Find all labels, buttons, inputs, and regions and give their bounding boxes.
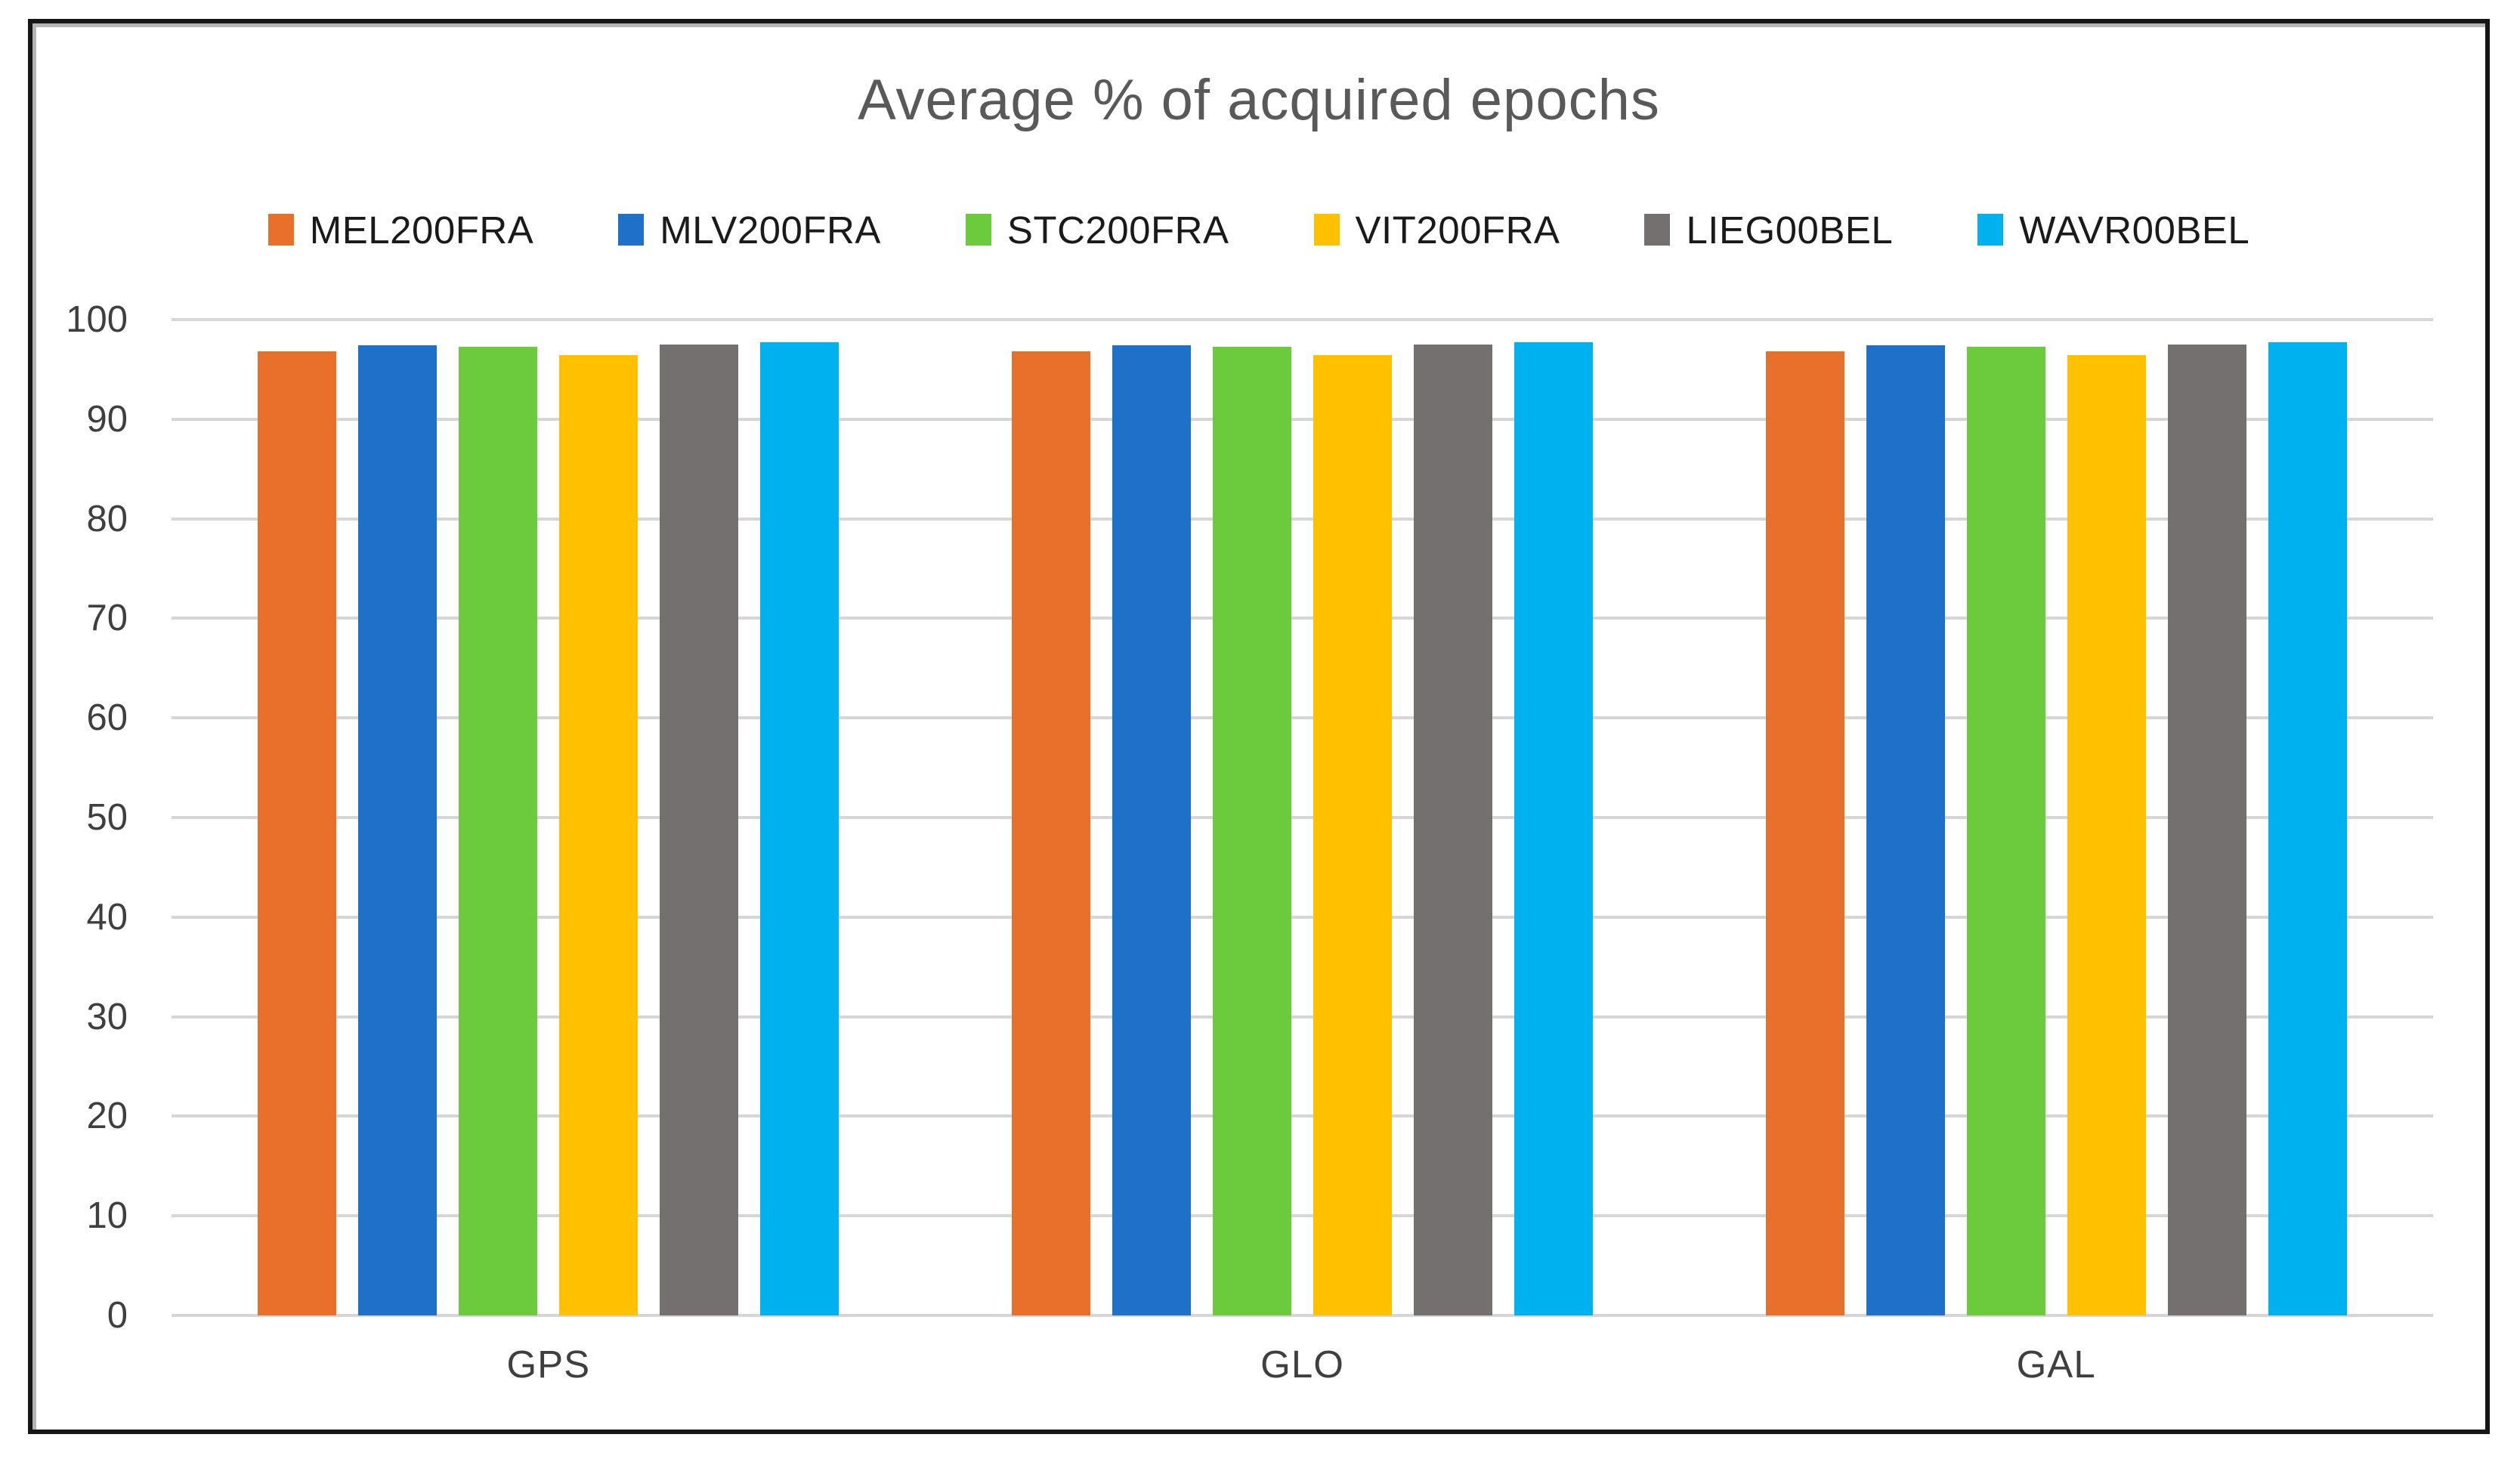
bar-STC200FRA-GPS — [459, 346, 538, 1315]
y-tick-label: 100 — [66, 299, 128, 340]
bar-VIT200FRA-GAL — [2067, 355, 2146, 1315]
legend-item-STC200FRA: STC200FRA — [965, 208, 1229, 252]
gridline — [172, 915, 2433, 919]
bar-MLV200FRA-GLO — [1112, 345, 1191, 1315]
gridline — [172, 1015, 2433, 1019]
legend-swatch-icon — [1644, 214, 1671, 246]
bar-LIEG00BEL-GPS — [660, 344, 739, 1315]
y-tick-label: 10 — [86, 1195, 128, 1237]
legend-label: MLV200FRA — [660, 208, 881, 252]
bar-STC200FRA-GAL — [1966, 346, 2045, 1315]
category-label-glo: GLO — [1260, 1343, 1344, 1386]
x-axis-category-labels: GPS GLO GAL — [172, 1342, 2433, 1410]
bar-WAVR00BEL-GPS — [760, 342, 839, 1315]
bar-LIEG00BEL-GLO — [1414, 344, 1492, 1315]
legend-label: LIEG00BEL — [1686, 208, 1894, 252]
legend-label: VIT200FRA — [1355, 208, 1560, 252]
y-tick-label: 40 — [86, 896, 128, 938]
y-tick-label: 90 — [86, 398, 128, 440]
plot-area: 0 10 20 30 40 50 60 70 80 90 100 — [66, 299, 2433, 1336]
category-label-gps: GPS — [506, 1343, 591, 1386]
bar-WAVR00BEL-GAL — [2268, 342, 2347, 1315]
legend-item-WAVR00BEL: WAVR00BEL — [1977, 208, 2249, 252]
gridline — [172, 617, 2433, 620]
bar-LIEG00BEL-GAL — [2167, 344, 2246, 1315]
chart-title: Average % of acquired epochs — [858, 68, 1660, 132]
bar-group-gps — [172, 320, 926, 1315]
gridline — [172, 716, 2433, 720]
legend-label: WAVR00BEL — [2019, 208, 2250, 252]
legend-item-VIT200FRA: VIT200FRA — [1313, 208, 1560, 252]
bar-STC200FRA-GLO — [1213, 346, 1291, 1315]
bar-MLV200FRA-GAL — [1866, 345, 1945, 1315]
bar-MEL200FRA-GPS — [258, 351, 337, 1315]
y-tick-label: 60 — [86, 697, 128, 739]
legend-item-MEL200FRA: MEL200FRA — [267, 208, 534, 252]
gridline — [172, 1114, 2433, 1118]
bar-WAVR00BEL-GLO — [1514, 342, 1593, 1315]
bar-group-glo — [926, 320, 1680, 1315]
category-label-gal: GAL — [2016, 1343, 2096, 1386]
y-tick-label: 50 — [86, 797, 128, 838]
bar-MEL200FRA-GLO — [1012, 351, 1090, 1315]
y-tick-label: 0 — [107, 1295, 128, 1336]
gridline — [172, 318, 2433, 321]
legend-swatch-icon — [1977, 214, 2004, 246]
y-tick-label: 20 — [86, 1096, 128, 1137]
legend-swatch-icon — [1313, 214, 1340, 246]
y-tick-label: 70 — [86, 598, 128, 639]
legend-item-MLV200FRA: MLV200FRA — [618, 208, 881, 252]
bar-VIT200FRA-GLO — [1313, 355, 1392, 1315]
bar-MEL200FRA-GAL — [1765, 351, 1844, 1315]
chart-frame: Average % of acquired epochs MEL200FRA ML… — [28, 19, 2490, 1434]
legend-swatch-icon — [267, 214, 294, 246]
legend-label: MEL200FRA — [309, 208, 534, 252]
gridline — [172, 517, 2433, 521]
bar-VIT200FRA-GPS — [559, 355, 639, 1315]
legend-label: STC200FRA — [1006, 208, 1229, 252]
gridline — [172, 417, 2433, 421]
bar-MLV200FRA-GPS — [358, 345, 438, 1315]
bar-groups — [172, 320, 2433, 1315]
y-tick-label: 30 — [86, 996, 128, 1037]
legend-swatch-icon — [965, 214, 991, 246]
gridline — [172, 816, 2433, 819]
legend-swatch-icon — [618, 214, 645, 246]
legend-item-LIEG00BEL: LIEG00BEL — [1644, 208, 1893, 252]
chart-legend: MEL200FRA MLV200FRA STC200FRA VIT200FRA LIEG… — [32, 203, 2485, 256]
gridline — [172, 1214, 2433, 1218]
y-tick-label: 80 — [86, 498, 128, 539]
bar-group-gal — [1679, 320, 2433, 1315]
gridline — [172, 1314, 2433, 1317]
